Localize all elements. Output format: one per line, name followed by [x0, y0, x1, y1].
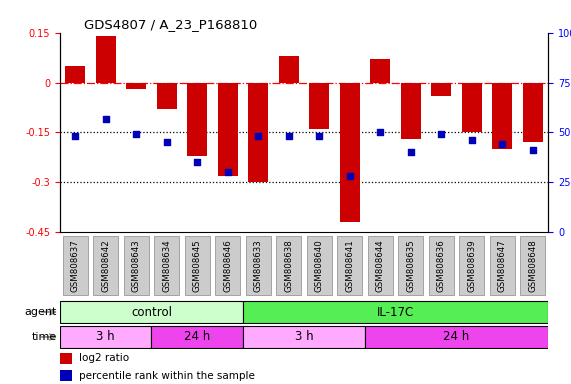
Point	[376, 129, 385, 136]
FancyBboxPatch shape	[490, 237, 515, 296]
Text: GSM808635: GSM808635	[407, 240, 415, 292]
Point	[315, 133, 324, 139]
Text: IL-17C: IL-17C	[377, 306, 414, 318]
Text: 24 h: 24 h	[184, 331, 210, 343]
Point	[101, 116, 110, 122]
Point	[498, 141, 507, 147]
Text: time: time	[32, 332, 57, 342]
Bar	[462, 83, 482, 132]
FancyBboxPatch shape	[151, 326, 243, 348]
Bar	[279, 56, 299, 83]
Point	[223, 169, 232, 175]
Text: GSM808646: GSM808646	[223, 240, 232, 292]
Point	[528, 147, 537, 154]
Bar	[309, 83, 329, 129]
FancyBboxPatch shape	[307, 237, 332, 296]
Text: GSM808640: GSM808640	[315, 240, 324, 292]
Text: GSM808648: GSM808648	[528, 240, 537, 292]
FancyBboxPatch shape	[60, 301, 243, 323]
FancyBboxPatch shape	[246, 237, 271, 296]
FancyBboxPatch shape	[243, 326, 365, 348]
FancyBboxPatch shape	[399, 237, 423, 296]
Text: GSM808639: GSM808639	[468, 240, 476, 292]
Text: GSM808643: GSM808643	[132, 240, 140, 292]
FancyBboxPatch shape	[154, 237, 179, 296]
Point	[71, 133, 80, 139]
FancyBboxPatch shape	[93, 237, 118, 296]
FancyBboxPatch shape	[276, 237, 301, 296]
Point	[132, 131, 141, 137]
Bar	[96, 36, 116, 83]
FancyBboxPatch shape	[243, 301, 548, 323]
Bar	[340, 83, 360, 222]
Text: GSM808641: GSM808641	[345, 240, 355, 292]
Bar	[65, 66, 85, 83]
Text: agent: agent	[25, 307, 57, 317]
Bar	[371, 59, 390, 83]
Bar	[60, 370, 72, 381]
FancyBboxPatch shape	[459, 237, 484, 296]
Text: 3 h: 3 h	[96, 331, 115, 343]
Text: GSM808647: GSM808647	[498, 240, 507, 292]
Bar	[248, 83, 268, 182]
Bar	[523, 83, 543, 142]
Text: GSM808645: GSM808645	[193, 240, 202, 292]
Point	[284, 133, 293, 139]
FancyBboxPatch shape	[337, 237, 363, 296]
Point	[192, 159, 202, 166]
Bar	[401, 83, 421, 139]
Text: 3 h: 3 h	[295, 331, 313, 343]
Bar	[492, 83, 512, 149]
FancyBboxPatch shape	[368, 237, 393, 296]
Text: GSM808634: GSM808634	[162, 240, 171, 292]
Bar	[432, 83, 451, 96]
Text: GSM808633: GSM808633	[254, 240, 263, 292]
Bar	[126, 83, 146, 89]
FancyBboxPatch shape	[429, 237, 454, 296]
FancyBboxPatch shape	[124, 237, 149, 296]
Text: GDS4807 / A_23_P168810: GDS4807 / A_23_P168810	[85, 18, 258, 31]
Bar	[218, 83, 238, 176]
Point	[437, 131, 446, 137]
Point	[254, 133, 263, 139]
Point	[467, 137, 476, 144]
Text: 24 h: 24 h	[444, 331, 470, 343]
Text: GSM808638: GSM808638	[284, 240, 293, 292]
Point	[162, 139, 171, 146]
Text: log2 ratio: log2 ratio	[79, 353, 130, 363]
FancyBboxPatch shape	[520, 237, 545, 296]
Text: GSM808644: GSM808644	[376, 240, 385, 292]
Text: GSM808636: GSM808636	[437, 240, 446, 292]
Bar	[157, 83, 176, 109]
Point	[407, 149, 416, 156]
FancyBboxPatch shape	[215, 237, 240, 296]
FancyBboxPatch shape	[365, 326, 548, 348]
Text: GSM808637: GSM808637	[71, 240, 80, 292]
FancyBboxPatch shape	[185, 237, 210, 296]
Point	[345, 173, 355, 179]
Text: GSM808642: GSM808642	[101, 240, 110, 292]
Text: percentile rank within the sample: percentile rank within the sample	[79, 371, 255, 381]
Text: control: control	[131, 306, 172, 318]
FancyBboxPatch shape	[60, 326, 151, 348]
Bar	[60, 353, 72, 364]
Bar	[187, 83, 207, 156]
FancyBboxPatch shape	[63, 237, 88, 296]
